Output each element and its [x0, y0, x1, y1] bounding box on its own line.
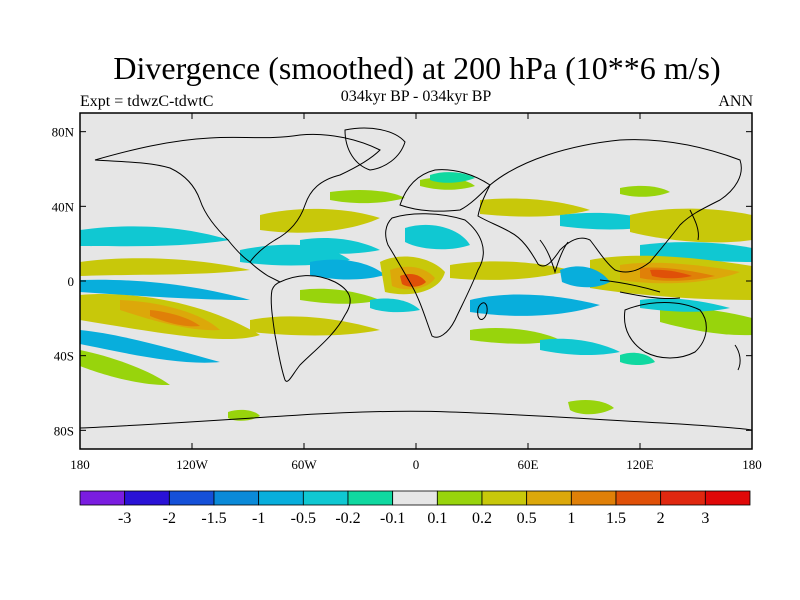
pos-region	[300, 288, 380, 304]
colorbar-swatch	[79, 490, 126, 506]
neg-region	[80, 226, 230, 247]
chart-title: Divergence (smoothed) at 200 hPa (10**6 …	[113, 50, 721, 86]
coastline-asia	[477, 139, 742, 273]
colorbar-swatch	[570, 490, 617, 506]
neg-region	[80, 279, 250, 300]
coastline-central-america	[249, 261, 281, 283]
lon-tick-label: 60E	[518, 457, 539, 472]
colorbar-label: 0.1	[427, 510, 447, 527]
coastline-japan	[689, 209, 699, 241]
lon-tick-label: 120W	[176, 457, 209, 472]
coastline-antarctica	[80, 410, 752, 431]
lon-tick-label: 0	[413, 457, 420, 472]
neg-region	[560, 266, 610, 288]
coastline-south-america	[270, 275, 351, 382]
colorbar-labels: -3 -2 -1.5 -1 -0.5 -0.2 -0.1 0.1 0.2 0.5 1 1.5 2 3	[118, 510, 709, 527]
colorbar-label: -0.2	[335, 510, 360, 527]
lon-tick-label: 60W	[291, 457, 317, 472]
colorbar-swatch	[481, 490, 528, 506]
pos-region	[568, 400, 614, 415]
colorbar-label: -1.5	[201, 510, 226, 527]
pos-region	[470, 328, 560, 344]
neg-region	[300, 238, 380, 254]
lat-tick-label: 80N	[52, 125, 75, 140]
colorbar-swatch	[436, 490, 483, 506]
colorbar-swatch	[302, 490, 349, 506]
colorbar-label: -0.1	[380, 510, 405, 527]
neg-region	[430, 172, 475, 183]
pos-region	[150, 310, 200, 327]
coastline-africa	[385, 213, 484, 338]
colorbar-label: 1	[567, 510, 575, 527]
neg-region	[370, 298, 420, 313]
coastline-north-america	[94, 133, 381, 263]
pos-region	[620, 185, 670, 197]
pos-region	[250, 316, 380, 336]
pos-region	[80, 350, 170, 386]
colorbar-swatch	[347, 490, 394, 506]
colorbar-swatch	[392, 490, 438, 506]
neg-region	[405, 224, 470, 250]
colorbar-label: -0.5	[291, 510, 316, 527]
lon-tick-label: 180	[70, 457, 90, 472]
lat-tick-label: 40N	[52, 199, 75, 214]
period-label: 034kyr BP - 034kyr BP	[340, 88, 492, 105]
pos-region	[630, 208, 752, 243]
colorbar-label: -1	[252, 510, 265, 527]
neg-region	[620, 352, 655, 365]
pos-region	[330, 190, 405, 204]
colorbar-label: 0.2	[472, 510, 492, 527]
neg-region	[80, 330, 220, 363]
neg-region	[470, 294, 600, 316]
colorbar-boxes	[79, 490, 751, 506]
colorbar-label: 1.5	[606, 510, 626, 527]
coastlines	[80, 127, 752, 431]
colorbar-swatch	[660, 490, 706, 506]
colorbar-swatch	[168, 490, 215, 506]
lat-tick-label: 0	[68, 274, 75, 289]
pos-region	[260, 208, 380, 233]
neg-region	[310, 259, 385, 280]
lon-tick-label: 180	[742, 457, 762, 472]
lat-tick-label: 80S	[54, 423, 74, 438]
colorbar-label: -2	[163, 510, 176, 527]
season-label: ANN	[718, 93, 753, 110]
colorbar-swatch	[704, 490, 751, 506]
colorbar-label: 2	[657, 510, 665, 527]
colorbar-swatch	[258, 490, 304, 506]
colorbar-swatch	[124, 490, 170, 506]
lon-tick-label: 120E	[626, 457, 654, 472]
colorbar-label: -3	[118, 510, 131, 527]
coastline-madagascar	[477, 302, 488, 320]
colorbar-label: 0.5	[517, 510, 537, 527]
pos-region	[80, 258, 250, 276]
colorbar-swatch	[615, 490, 662, 506]
pos-region	[650, 269, 692, 279]
neg-region	[540, 338, 620, 356]
coastline-indonesia	[599, 279, 681, 299]
coastline-greenland	[344, 127, 406, 171]
pos-region	[480, 198, 590, 217]
colorbar-swatch	[213, 490, 260, 506]
colorbar-swatch	[526, 490, 572, 506]
coastline-india	[539, 239, 569, 274]
experiment-label: Expt = tdwzC-tdwtC	[80, 93, 214, 110]
coastline-australia	[623, 302, 707, 359]
lat-tick-label: 40S	[54, 349, 74, 364]
colorbar-label: 3	[701, 510, 709, 527]
coastline-new-zealand	[734, 344, 741, 371]
axis-ticks: 180 120W 60W 0 60E 120E 180 80N 40N 0 40S 80S	[52, 113, 762, 472]
